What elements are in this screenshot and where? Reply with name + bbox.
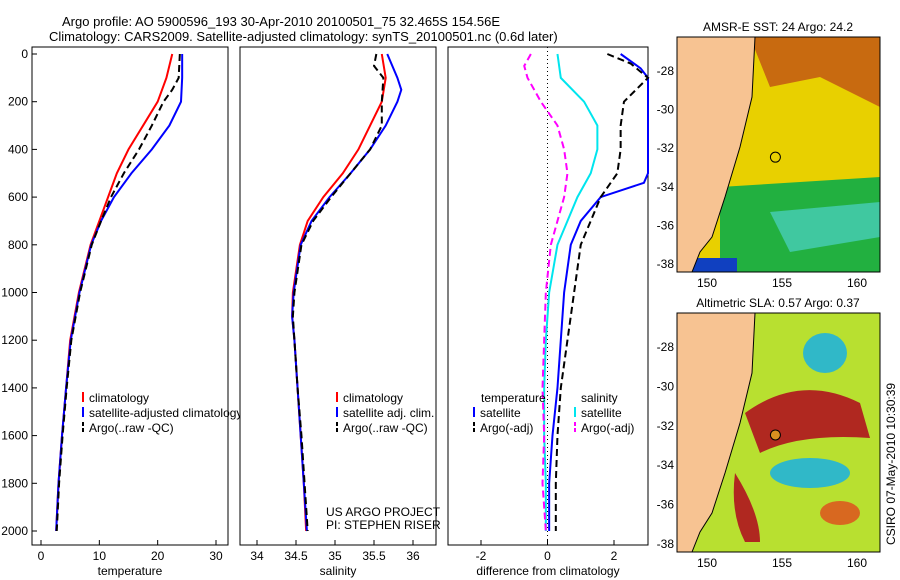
x-tick-label: 35	[328, 549, 342, 563]
land-mask	[677, 313, 756, 552]
y-tick-label: 1800	[1, 476, 28, 490]
legend-label: climatology	[89, 391, 149, 405]
warm-water	[750, 37, 880, 107]
title-line-2: Climatology: CARS2009. Satellite-adjuste…	[49, 29, 558, 44]
profile-panel-1: 34 34.5 35 35.5 36 salinity climatologysatelli…	[239, 46, 441, 578]
map-y-tick-label: -34	[657, 180, 675, 194]
y-tick-label: 1600	[1, 429, 28, 443]
map-y-tick-label: -36	[657, 498, 675, 512]
map-x-tick-label: 155	[772, 276, 792, 290]
land-mask	[677, 37, 756, 272]
x-tick-label: 0	[544, 549, 551, 563]
series-line-salinity-argo-adj-	[523, 53, 569, 532]
map-x-tick-label: 160	[847, 276, 867, 290]
legend-label: Argo(..raw -QC)	[89, 421, 174, 435]
y-tick-label: 0	[21, 47, 28, 61]
map-y-tick-label: -28	[657, 340, 675, 354]
y-tick-label: 2000	[1, 524, 28, 538]
timestamp-label: CSIRO 07-May-2010 10:30:39	[884, 382, 898, 545]
x-axis-label: salinity	[320, 564, 357, 578]
map-frame	[676, 36, 881, 273]
map-title: Altimetric SLA: 0.57 Argo: 0.37	[696, 296, 860, 310]
legend-title-salinity: salinity	[581, 391, 618, 405]
x-tick-label: 30	[209, 549, 223, 563]
y-tick-label: 200	[8, 95, 28, 109]
map-y-tick-label: -34	[657, 458, 675, 472]
profile-location-marker	[769, 429, 781, 441]
project-annotation: PI: STEPHEN RISER	[326, 518, 441, 532]
x-axis-label: temperature	[98, 564, 163, 578]
legend-title-temperature: temperature	[481, 391, 546, 405]
map-x-tick-label: 150	[697, 276, 717, 290]
project-annotation: US ARGO PROJECT	[326, 505, 441, 519]
map-y-tick-label: -36	[657, 218, 675, 232]
legend-label: Argo(-adj)	[480, 421, 533, 435]
x-tick-label: 10	[93, 549, 107, 563]
map-title: AMSR-E SST: 24 Argo: 24.2	[703, 20, 853, 34]
y-tick-label: 1200	[1, 333, 28, 347]
title-line-1: Argo profile: AO 5900596_193 30-Apr-2010…	[62, 14, 501, 29]
x-tick-label: 34.5	[284, 549, 308, 563]
legend-label: satellite	[581, 406, 622, 420]
x-tick-label: 2	[611, 549, 618, 563]
map-y-tick-label: -28	[657, 64, 675, 78]
y-tick-label: 600	[8, 190, 28, 204]
legend-label: climatology	[343, 391, 403, 405]
map-x-tick-label: 150	[697, 556, 717, 570]
legend-label: satellite	[480, 406, 521, 420]
profile-location-marker	[769, 151, 781, 163]
map-field	[677, 37, 880, 272]
map-x-tick-label: 155	[772, 556, 792, 570]
map-y-tick-label: -30	[657, 379, 675, 393]
cold-core	[770, 202, 880, 252]
legend-label: Argo(-adj)	[581, 421, 634, 435]
y-tick-label: 800	[8, 238, 28, 252]
x-tick-label: 35.5	[362, 549, 386, 563]
plot-frame	[31, 46, 229, 546]
y-tick-label: 1000	[1, 286, 28, 300]
profile-panel-0: 0 10 20 30 temperature 0 200 400 600 800 1000 1200 1…	[1, 46, 242, 578]
map-frame	[676, 312, 881, 553]
x-tick-label: 20	[151, 549, 165, 563]
y-tick-label: 1400	[1, 381, 28, 395]
x-tick-label: 0	[38, 549, 45, 563]
map-y-tick-label: -38	[657, 257, 675, 271]
map-y-tick-label: -32	[657, 141, 675, 155]
x-tick-label: -2	[476, 549, 487, 563]
map-x-tick-label: 160	[847, 556, 867, 570]
series-line-argo-raw-qc-	[291, 53, 385, 532]
series-line-argo-raw-qc-	[55, 53, 181, 532]
map-y-tick-label: -30	[657, 103, 675, 117]
map-panel-1: Altimetric SLA: 0.57 Argo: 0.37 150 155 160…	[657, 296, 881, 570]
legend-label: satellite adj. clim.	[343, 406, 434, 420]
y-tick-label: 400	[8, 142, 28, 156]
x-tick-label: 36	[406, 549, 420, 563]
warm-anomaly	[820, 501, 860, 525]
x-tick-label: 34	[250, 549, 264, 563]
anticyclonic-eddy	[733, 473, 760, 542]
legend-label: satellite-adjusted climatology	[89, 406, 242, 420]
series-line-temperature-argo-adj-	[554, 53, 650, 531]
map-y-tick-label: -32	[657, 419, 675, 433]
series-line-temperature-satellite	[548, 53, 649, 531]
cyclonic-eddy	[770, 458, 850, 488]
map-y-tick-label: -38	[657, 537, 675, 551]
x-axis-label: difference from climatology	[476, 564, 619, 578]
cyclonic-eddy	[803, 333, 847, 373]
plot-frame	[239, 46, 437, 546]
map-panel-0: AMSR-E SST: 24 Argo: 24.2 150 155 160 -28 -30…	[657, 20, 881, 290]
legend-label: Argo(..raw -QC)	[343, 421, 428, 435]
